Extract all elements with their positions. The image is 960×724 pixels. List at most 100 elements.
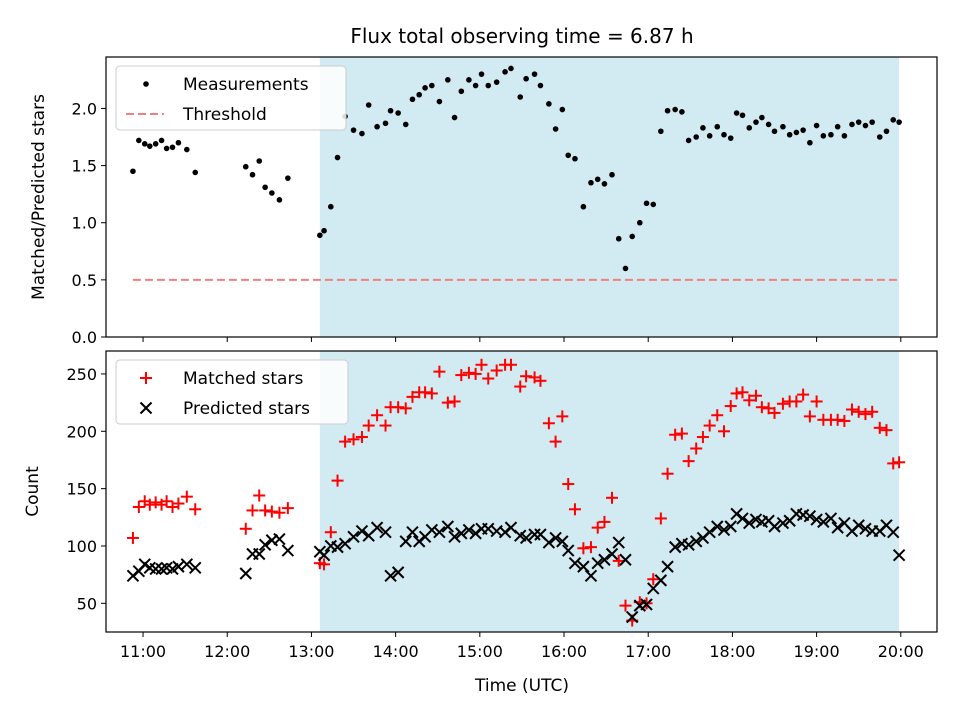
bottom-s1-point-38 (455, 527, 468, 540)
bottom-s0-point-83 (768, 406, 781, 419)
top-s0-point-53 (565, 152, 572, 159)
bottom-s1-point-64 (640, 598, 653, 611)
bottom-y-axis-label: Count (23, 466, 43, 517)
top-s0-point-16 (276, 197, 283, 203)
top-legend-box (115, 65, 347, 131)
bottom-s0-point-75 (717, 425, 730, 438)
top-s0-point-11 (242, 163, 249, 170)
bottom-ytick-label-0: 50 (77, 594, 97, 613)
bottom-s0-point-13 (253, 489, 266, 502)
bottom-s1-point-22 (338, 537, 352, 550)
top-series-0 (130, 65, 902, 272)
bottom-ytick-label-1: 100 (66, 537, 97, 556)
bottom-s1-point-9 (180, 558, 194, 571)
top-s0-point-84 (780, 123, 786, 130)
bottom-s0-point-0 (126, 531, 139, 544)
bottom-s0-point-96 (859, 408, 872, 421)
top-s0-point-75 (721, 131, 727, 138)
bottom-s0-point-27 (379, 419, 392, 432)
bottom-s0-point-22 (339, 435, 352, 448)
bottom-s0-point-12 (246, 504, 259, 517)
bottom-s0-point-24 (355, 431, 368, 444)
bottom-s0-point-92 (831, 413, 844, 426)
bottom-s1-point-14 (258, 538, 272, 552)
bottom-s1-point-37 (448, 530, 461, 544)
bottom-s0-point-65 (647, 573, 660, 586)
bottom-s1-point-101 (892, 548, 906, 562)
bottom-s1-point-57 (591, 556, 604, 570)
top-s0-point-13 (256, 158, 263, 164)
bottom-s1-point-31 (406, 526, 419, 539)
top-s0-point-1 (136, 137, 142, 144)
top-s0-point-47 (523, 75, 529, 82)
bottom-s0-point-49 (534, 374, 547, 387)
top-s0-point-18 (317, 232, 323, 239)
bottom-s0-point-43 (490, 364, 503, 377)
bottom-s0-point-56 (584, 541, 597, 554)
top-s0-point-96 (862, 122, 869, 129)
bottom-s1-point-4 (149, 562, 162, 576)
bottom-s1-point-50 (542, 536, 556, 549)
bottom-s1-point-16 (273, 532, 286, 546)
bottom-s0-point-42 (482, 372, 495, 385)
bottom-s0-point-77 (730, 387, 743, 400)
top-s0-point-12 (249, 171, 256, 178)
bottom-s0-point-38 (455, 369, 468, 382)
top-s0-point-99 (883, 128, 890, 135)
bottom-s1-point-100 (887, 526, 900, 539)
bottom-s1-point-95 (852, 519, 865, 532)
top-s0-point-72 (700, 125, 706, 131)
top-s0-point-58 (601, 181, 608, 187)
top-s0-point-97 (869, 119, 875, 125)
xtick-label-1: 12:00 (204, 642, 250, 661)
top-s0-point-48 (531, 71, 538, 77)
top-s0-point-4 (152, 141, 159, 147)
top-s0-point-29 (395, 110, 401, 116)
bottom-s0-point-21 (331, 474, 344, 487)
top-s0-point-24 (359, 130, 365, 137)
bottom-s0-point-36 (441, 396, 454, 409)
bottom-series-0 (126, 358, 906, 627)
bottom-s1-point-36 (441, 520, 455, 533)
bottom-s0-point-94 (845, 403, 858, 416)
bottom-s0-point-29 (392, 401, 405, 414)
top-s0-point-76 (727, 135, 734, 141)
bottom-s0-point-51 (549, 435, 562, 448)
bottom-s1-point-90 (817, 515, 830, 529)
top-s0-point-61 (622, 265, 629, 272)
top-s0-point-51 (552, 126, 559, 132)
bottom-s0-point-71 (690, 442, 703, 455)
top-s0-point-14 (262, 184, 268, 191)
bottom-s1-point-21 (331, 540, 344, 554)
top-s0-point-56 (588, 179, 594, 186)
bottom-s0-point-53 (562, 478, 575, 491)
bottom-s1-point-26 (370, 521, 384, 534)
bottom-s0-point-39 (462, 366, 475, 379)
top-s0-point-23 (350, 127, 357, 133)
top-s0-point-89 (813, 122, 820, 129)
top-s0-point-28 (387, 107, 394, 114)
top-s0-point-86 (793, 129, 800, 136)
bottom-s0-point-20 (324, 526, 337, 539)
top-s0-point-35 (436, 98, 443, 105)
bottom-s0-point-74 (711, 409, 724, 422)
top-s0-point-15 (269, 190, 275, 196)
top-s0-point-9 (184, 146, 190, 153)
top-ytick-label-2: 1.0 (72, 214, 97, 233)
top-s0-point-40 (472, 82, 479, 89)
top-s0-point-6 (163, 145, 170, 152)
bottom-s0-point-55 (577, 542, 590, 555)
bottom-legend: Matched stars Predicted stars (115, 359, 349, 425)
top-s0-point-69 (679, 109, 685, 115)
top-ytick-label-1: 0.5 (72, 271, 97, 290)
bottom-s0-point-98 (873, 421, 886, 434)
top-s0-point-83 (771, 128, 778, 135)
bottom-s1-point-73 (703, 526, 716, 539)
bottom-s1-point-75 (717, 523, 731, 537)
top-s0-point-43 (493, 79, 500, 85)
xtick-label-4: 15:00 (457, 642, 503, 661)
bottom-s0-point-61 (619, 599, 632, 612)
bottom-s1-point-51 (549, 531, 562, 545)
bottom-s1-point-55 (577, 560, 590, 573)
